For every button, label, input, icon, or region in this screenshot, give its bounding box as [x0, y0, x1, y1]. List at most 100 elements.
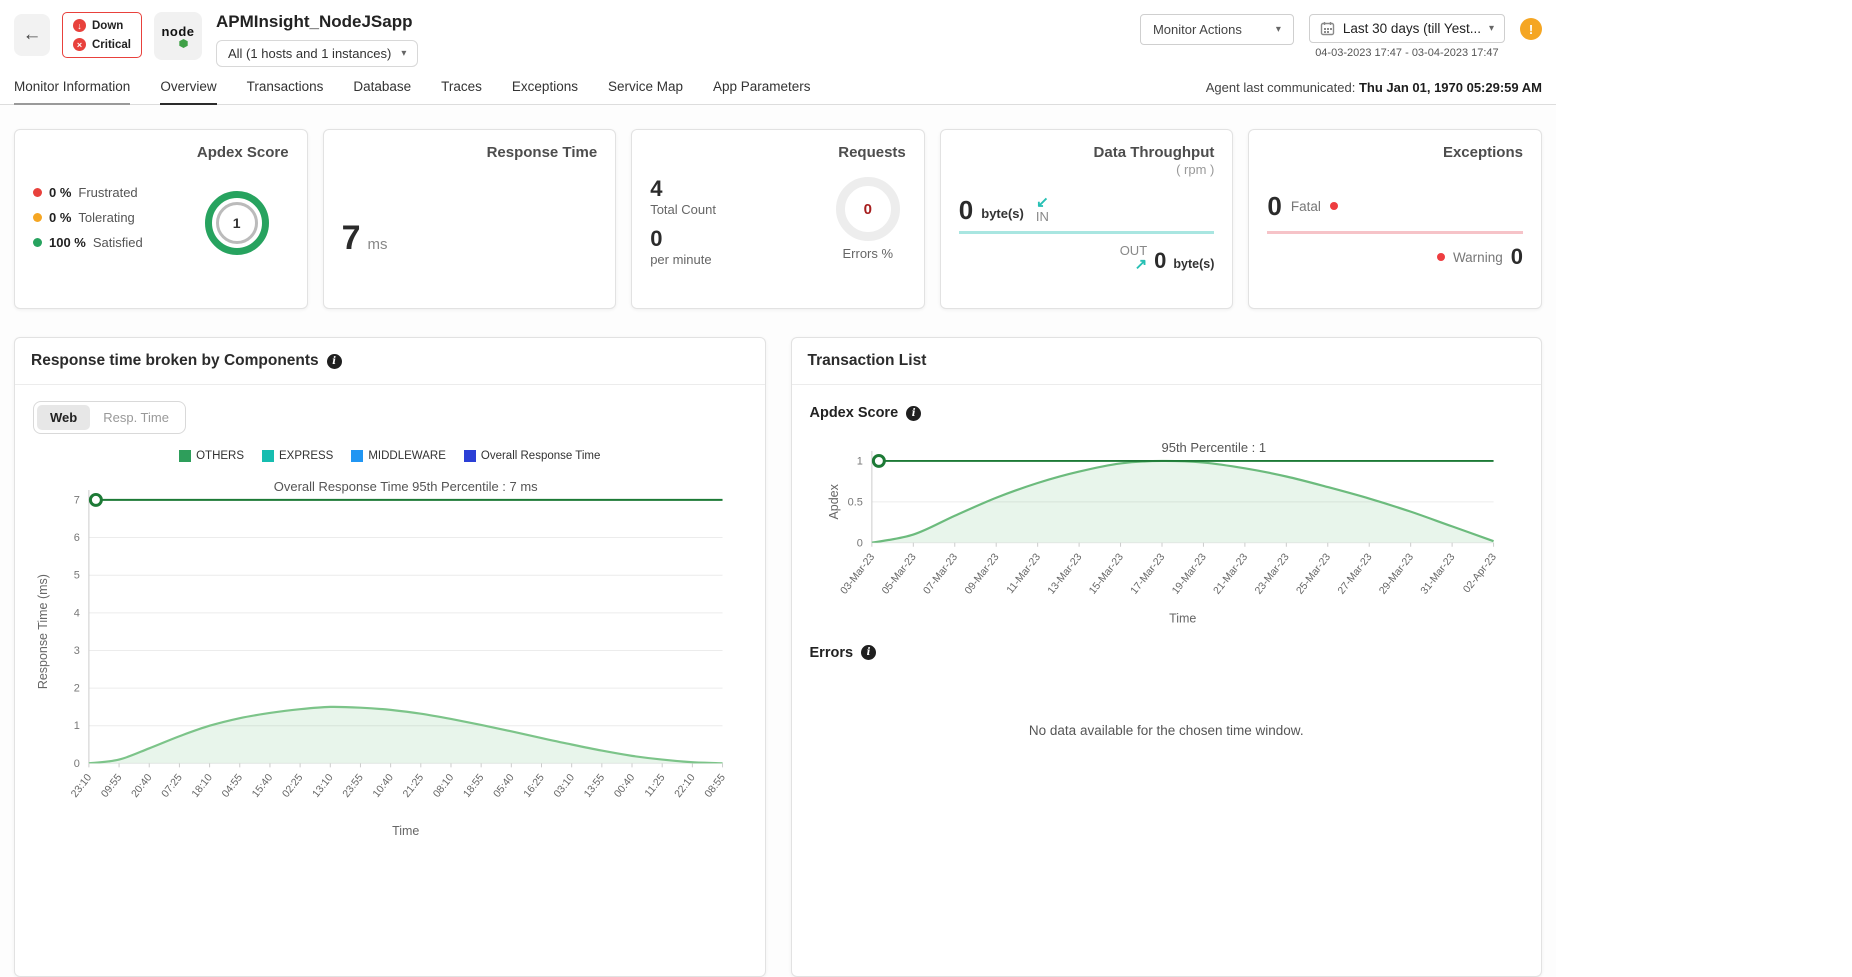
card-title: Exceptions [1442, 144, 1523, 161]
legend-swatch-icon [463, 450, 476, 462]
alert-icon[interactable]: ! [1520, 18, 1542, 40]
tab-monitor-information[interactable]: Monitor Information [14, 73, 131, 105]
critical-cross-icon: × [73, 38, 86, 51]
status-down: ↓ Down [73, 19, 131, 32]
exceptions-fatal-row: 0 Fatal [1267, 193, 1523, 234]
errors-section-title: Errors i [810, 645, 1524, 661]
svg-text:20:40: 20:40 [130, 772, 155, 800]
legend-dot-icon [33, 213, 42, 222]
apdex-ring: 1 [204, 191, 269, 255]
tab-app-parameters[interactable]: App Parameters [713, 79, 811, 94]
svg-text:4: 4 [74, 607, 80, 619]
svg-text:0.5: 0.5 [847, 496, 862, 508]
requests-rate-value: 0 [650, 226, 663, 252]
requests-total-value: 4 [650, 176, 663, 201]
card-title: Data Throughput [1093, 144, 1215, 161]
svg-text:21-Mar-23: 21-Mar-23 [1211, 552, 1250, 597]
svg-text:Time: Time [1169, 612, 1196, 626]
components-panel: Response time broken by Components i Web… [14, 337, 766, 977]
exceptions-fatal-label: Fatal [1290, 198, 1321, 214]
svg-text:0: 0 [856, 537, 862, 549]
svg-text:23:55: 23:55 [341, 772, 366, 800]
apdex-legend-item-satisfied: 100 % Satisfied [33, 235, 143, 250]
legend-dot-icon [33, 188, 42, 197]
toggle-resp-time[interactable]: Resp. Time [103, 410, 169, 425]
svg-text:10:40: 10:40 [371, 772, 396, 800]
svg-text:Time: Time [392, 824, 419, 838]
svg-text:03-Mar-23: 03-Mar-23 [838, 552, 877, 597]
tab-list: Monitor Information Overview Transactions D… [14, 73, 811, 105]
legend-overall-response-time[interactable]: Overall Response Time [463, 450, 600, 462]
info-icon[interactable]: i [326, 353, 342, 369]
calendar-icon [1320, 22, 1335, 36]
date-range-picker[interactable]: Last 30 days (till Yest... ▾ [1308, 14, 1505, 43]
apdex-legend: 0 % Frustrated 0 % Tolerating 100 % Satisfied [33, 185, 143, 250]
svg-text:23:10: 23:10 [69, 772, 94, 800]
tab-transactions[interactable]: Transactions [246, 79, 324, 94]
requests-errors-label: Errors % [842, 246, 894, 261]
out-arrow-icon: ↗ [1134, 256, 1148, 273]
tab-exceptions[interactable]: Exceptions [511, 79, 578, 94]
main-content: Apdex Score 0 % Frustrated 0 % Tolerating 10… [0, 105, 1556, 977]
throughput-in-row: 0 byte(s) ↙ IN [958, 195, 1215, 234]
svg-text:08:55: 08:55 [703, 772, 728, 800]
instances-dropdown[interactable]: All (1 hosts and 1 instances) ▾ [216, 40, 419, 67]
tab-overview[interactable]: Overview [160, 73, 217, 105]
chevron-down-icon: ▾ [1275, 24, 1281, 35]
legend-express[interactable]: EXPRESS [262, 450, 333, 462]
svg-text:19-Mar-23: 19-Mar-23 [1170, 552, 1209, 597]
back-arrow-icon: ← [22, 24, 42, 45]
dashboard-panels: Response time broken by Components i Web… [14, 337, 1542, 977]
apdex-legend-item-frustrated: 0 % Frustrated [33, 185, 143, 200]
monitor-status-box: ↓ Down × Critical [62, 12, 142, 58]
apdex-chart: 0 0.5 1 03-Mar-23 05-Mar-23 07-Mar-23 09-Mar-2… [826, 440, 1498, 626]
instances-dropdown-value: All (1 hosts and 1 instances) [228, 46, 392, 61]
svg-text:04:55: 04:55 [220, 772, 245, 800]
svg-text:95th Percentile : 1: 95th Percentile : 1 [1161, 440, 1266, 455]
svg-text:31-Mar-23: 31-Mar-23 [1419, 552, 1458, 597]
header: ← ↓ Down × Critical node APMInsight_Node… [0, 0, 1556, 71]
svg-text:Apdex: Apdex [826, 483, 840, 519]
throughput-out-row: OUT ↗ 0 byte(s) [959, 244, 1215, 272]
apdex-score-value: 1 [215, 202, 258, 244]
svg-text:23-Mar-23: 23-Mar-23 [1253, 552, 1292, 597]
tab-traces[interactable]: Traces [441, 79, 482, 94]
down-arrow-icon: ↓ [73, 19, 86, 32]
legend-others[interactable]: OTHERS [179, 450, 244, 462]
svg-text:16:25: 16:25 [522, 772, 547, 800]
web-resp-toggle: Web Resp. Time [33, 401, 186, 434]
toggle-web[interactable]: Web [37, 405, 91, 430]
info-icon[interactable]: i [906, 405, 922, 421]
date-range-group: Last 30 days (till Yest... ▾ 04-03-2023 … [1308, 14, 1505, 59]
svg-text:2: 2 [74, 683, 80, 695]
svg-text:11:25: 11:25 [643, 772, 667, 799]
svg-text:1: 1 [856, 455, 862, 467]
requests-total-label: Total Count [650, 202, 716, 218]
apdex-legend-item-tolerating: 0 % Tolerating [33, 210, 143, 225]
chevron-down-icon: ▾ [1488, 23, 1494, 34]
response-time-card: Response Time 7 ms [322, 129, 617, 309]
info-icon[interactable]: i [861, 645, 877, 661]
svg-text:02:25: 02:25 [281, 772, 306, 800]
legend-middleware[interactable]: MIDDLEWARE [351, 450, 446, 462]
monitor-actions-dropdown[interactable]: Monitor Actions ▾ [1139, 14, 1294, 45]
warning-dot-icon [1436, 253, 1445, 261]
tab-service-map[interactable]: Service Map [607, 79, 683, 94]
throughput-out-label: OUT [1119, 243, 1148, 258]
svg-text:6: 6 [74, 532, 80, 544]
svg-text:03:10: 03:10 [552, 772, 577, 800]
nodejs-logo: node [154, 12, 202, 60]
svg-text:15:40: 15:40 [250, 772, 275, 800]
legend-swatch-icon [179, 450, 192, 462]
svg-text:0: 0 [74, 758, 80, 770]
tab-database[interactable]: Database [353, 79, 412, 94]
apdex-score-card: Apdex Score 0 % Frustrated 0 % Tolerating 10… [14, 129, 308, 309]
critical-label: Critical [92, 38, 131, 51]
components-panel-header: Response time broken by Components i [15, 338, 765, 385]
back-button[interactable]: ← [14, 14, 50, 56]
agent-last-communicated: Agent last communicated: Thu Jan 01, 197… [1206, 80, 1542, 104]
svg-text:7: 7 [74, 494, 80, 506]
exceptions-warning-value: 0 [1510, 244, 1523, 269]
nodejs-logo-text: node [161, 23, 195, 39]
svg-text:3: 3 [74, 645, 80, 657]
